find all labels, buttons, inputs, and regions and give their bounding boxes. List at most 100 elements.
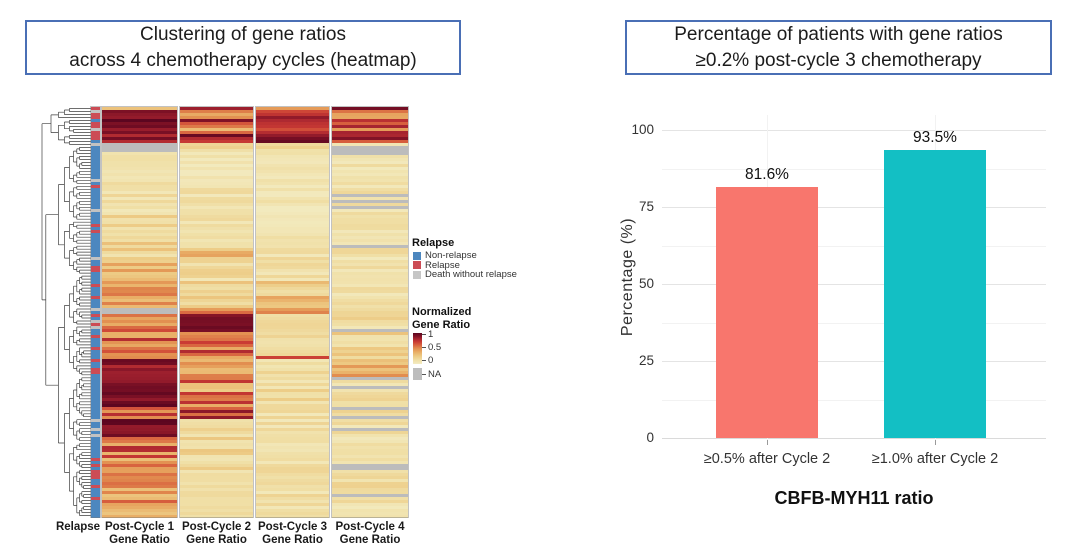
relapse-annotation-cell — [91, 287, 100, 290]
heatmap-cell — [102, 284, 177, 287]
heatmap-cell — [256, 269, 329, 272]
heatmap-cell — [256, 122, 329, 125]
relapse-annotation-cell — [91, 416, 100, 419]
heatmap-cell — [256, 275, 329, 278]
heatmap-cell — [332, 266, 408, 269]
x-tick — [935, 440, 936, 445]
heatmap-cell — [180, 290, 253, 293]
heatmap-cell — [180, 266, 253, 269]
heatmap-cell — [256, 434, 329, 437]
heatmap-cell — [180, 473, 253, 476]
relapse-annotation-cell — [91, 116, 100, 119]
heatmap-cell — [332, 431, 408, 434]
heatmap-cell — [332, 368, 408, 371]
heatmap-cell — [102, 272, 177, 275]
heatmap-cell — [332, 377, 408, 380]
heatmap-cell — [102, 254, 177, 257]
heatmap-cell — [102, 398, 177, 401]
heatmap-cell — [102, 164, 177, 167]
heatmap-cell — [180, 209, 253, 212]
heatmap-cell — [180, 224, 253, 227]
heatmap-cell — [102, 170, 177, 173]
heatmap-cell — [102, 314, 177, 317]
heatmap-cell — [256, 242, 329, 245]
heatmap-cell — [256, 200, 329, 203]
heatmap-cell — [180, 197, 253, 200]
heatmap-cell — [332, 122, 408, 125]
relapse-annotation-cell — [91, 167, 100, 170]
heatmap-cell — [256, 176, 329, 179]
heatmap-cell — [102, 251, 177, 254]
heatmap-cell — [332, 476, 408, 479]
relapse-annotation-cell — [91, 368, 100, 371]
heatmap-cell — [332, 392, 408, 395]
heatmap-cell — [256, 227, 329, 230]
heatmap-cell — [256, 491, 329, 494]
relapse-annotation-cell — [91, 266, 100, 269]
heatmap-cell — [102, 317, 177, 320]
relapse-annotation-cell — [91, 209, 100, 212]
heatmap-cell — [180, 488, 253, 491]
relapse-annotation-cell — [91, 389, 100, 392]
heatmap-cell — [102, 446, 177, 449]
heatmap-cell — [180, 398, 253, 401]
heatmap-cell — [180, 377, 253, 380]
heatmap-cell — [180, 221, 253, 224]
heatmap-cell — [102, 263, 177, 266]
heatmap-cell — [332, 269, 408, 272]
heatmap-cell — [332, 512, 408, 515]
relapse-annotation-cell — [91, 314, 100, 317]
heatmap-cell — [180, 461, 253, 464]
heatmap-cell — [256, 389, 329, 392]
heatmap-cell — [180, 188, 253, 191]
heatmap-cell — [256, 380, 329, 383]
heatmap-cell — [256, 149, 329, 152]
heatmap-cell — [256, 446, 329, 449]
heatmap-cell — [256, 413, 329, 416]
relapse-annotation-cell — [91, 140, 100, 143]
heatmap-cell — [332, 455, 408, 458]
heatmap-cell — [256, 428, 329, 431]
heatmap-cell — [102, 467, 177, 470]
heatmap-cell — [102, 125, 177, 128]
x-axis-title: CBFB-MYH11 ratio — [774, 488, 934, 508]
relapse-annotation-cell — [91, 371, 100, 374]
heatmap-cell — [256, 476, 329, 479]
relapse-annotation-cell — [91, 440, 100, 443]
heatmap-cell — [256, 473, 329, 476]
heatmap-cell — [332, 221, 408, 224]
relapse-annotation-cell — [91, 329, 100, 332]
heatmap-cell — [102, 221, 177, 224]
heatmap-cell — [332, 260, 408, 263]
heatmap-cell — [332, 194, 408, 197]
heatmap-cell — [180, 374, 253, 377]
bar-value-label: 93.5% — [913, 129, 957, 147]
heatmap-cell — [180, 392, 253, 395]
heatmap-cell — [102, 296, 177, 299]
relapse-annotation-cell — [91, 296, 100, 299]
heatmap-cell — [332, 434, 408, 437]
heatmap-cell — [102, 437, 177, 440]
heatmap-cell — [180, 161, 253, 164]
relapse-annotation-cell — [91, 395, 100, 398]
heatmap-cell — [332, 206, 408, 209]
heatmap-cell — [332, 134, 408, 137]
heatmap-column-post-cycle-2 — [179, 106, 254, 518]
heatmap-cell — [332, 410, 408, 413]
heatmap-col-label: Post-Cycle 3 Gene Ratio — [257, 521, 328, 546]
heatmap-cell — [332, 473, 408, 476]
heatmap-cell — [180, 482, 253, 485]
heatmap-cell — [180, 437, 253, 440]
heatmap-cell — [102, 197, 177, 200]
heatmap-cell — [102, 515, 177, 518]
relapse-annotation-cell — [91, 392, 100, 395]
heatmap-cell — [180, 242, 253, 245]
ratio-legend-title-line1: Normalized — [412, 306, 472, 318]
relapse-annotation-cell — [91, 491, 100, 494]
heatmap-cell — [180, 422, 253, 425]
heatmap-cell — [102, 293, 177, 296]
heatmap-cell — [332, 161, 408, 164]
legend-swatch — [413, 251, 421, 260]
heatmap-cell — [256, 467, 329, 470]
heatmap-cell — [180, 428, 253, 431]
